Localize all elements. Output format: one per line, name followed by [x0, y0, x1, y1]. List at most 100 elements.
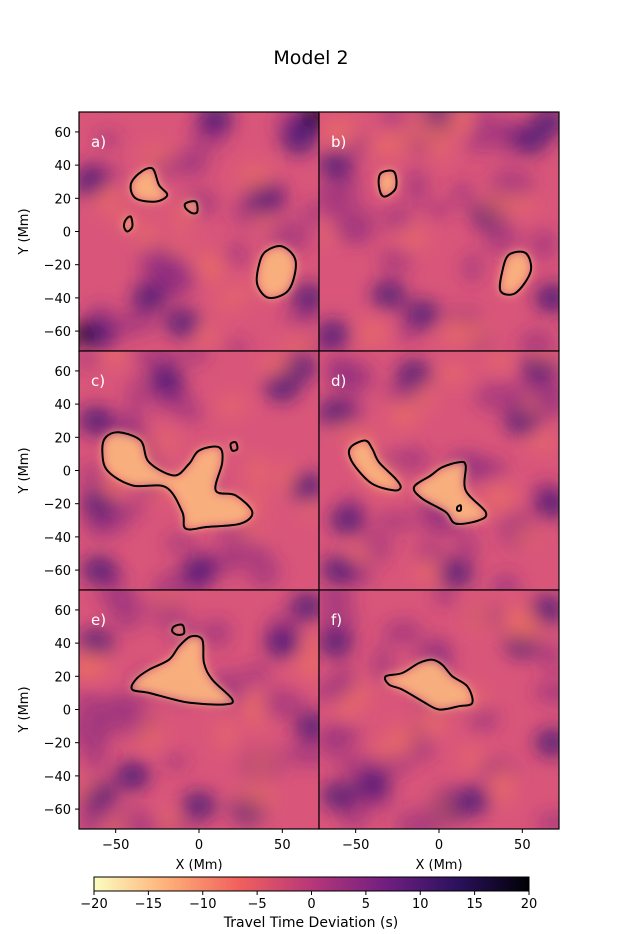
- dark-spot: [319, 397, 354, 428]
- texture-spot: [79, 351, 102, 368]
- bright-spot: [414, 560, 442, 582]
- contour-line: [229, 441, 239, 452]
- panel-grid: a) 60 40 20 0 −20 −40 −60 Y (Mm) b) c) 60 40 20 0 −20 −4…: [17, 111, 560, 873]
- texture-spot: [282, 309, 319, 327]
- texture-spot: [200, 617, 233, 649]
- y-tick-label: 60: [54, 604, 71, 619]
- texture-spot: [79, 710, 111, 748]
- bright-region: [348, 440, 401, 491]
- heatmap-panel-a: a) 60 40 20 0 −20 −40 −60 Y (Mm): [17, 111, 320, 352]
- bright-spot: [334, 419, 358, 438]
- panel-label: b): [331, 133, 346, 151]
- figure-title: Model 2: [273, 47, 348, 69]
- texture-spot: [319, 590, 356, 610]
- heatmap-panel-e: e) 60 40 20 0 −20 −40 −60 Y (Mm) −50 0 50 X (Mm): [17, 589, 320, 873]
- texture-spot: [374, 511, 419, 531]
- bright-spot: [421, 705, 447, 737]
- contour-line: [498, 250, 533, 296]
- dark-spot: [294, 711, 319, 742]
- dark-spot: [319, 628, 354, 659]
- colorbar-tick-label: −10: [189, 897, 216, 912]
- y-tick-label: −60: [44, 803, 71, 818]
- texture-spot: [378, 248, 413, 274]
- texture-spot: [285, 738, 319, 768]
- x-tick-label: 50: [514, 838, 531, 853]
- y-tick-label: −40: [44, 292, 71, 307]
- heatmap-field: [79, 112, 319, 351]
- dark-spot: [512, 125, 549, 156]
- bright-spot: [464, 604, 492, 631]
- y-tick-label: 60: [54, 365, 71, 380]
- bright-spot: [277, 462, 296, 493]
- dark-spot: [329, 505, 366, 536]
- bright-spot: [482, 482, 516, 514]
- texture-spot: [163, 533, 197, 553]
- dark-spot: [197, 112, 234, 134]
- heatmap-field: [79, 590, 319, 829]
- bright-regions: [131, 624, 233, 705]
- panel-label: f): [331, 611, 342, 629]
- dark-spot: [281, 125, 317, 156]
- texture-spot: [150, 253, 180, 283]
- texture-spot: [461, 251, 483, 284]
- bright-spot: [369, 133, 399, 158]
- y-tick-label: −40: [44, 770, 71, 785]
- texture-spot: [94, 130, 122, 148]
- texture-spot: [259, 688, 306, 719]
- bright-region: [130, 167, 168, 202]
- colorbar-ticks: −20 −15 −10 −5 0 5 10 15 20: [80, 891, 537, 912]
- contour-line: [383, 658, 474, 711]
- bright-region: [102, 432, 253, 530]
- bright-spot: [158, 811, 181, 829]
- dark-spot: [79, 405, 114, 436]
- dark-spot: [289, 472, 319, 503]
- dark-spot: [147, 364, 184, 395]
- colorbar-tick-label: −20: [80, 897, 107, 912]
- colorbar-tick-label: 15: [466, 897, 483, 912]
- dark-spot: [131, 282, 167, 313]
- y-tick-label: 0: [63, 465, 71, 480]
- x-tick-label: 0: [435, 838, 443, 853]
- contours: [122, 166, 297, 300]
- y-tick-label: −20: [44, 737, 71, 752]
- bright-spot: [482, 190, 511, 222]
- bright-spot: [486, 351, 512, 371]
- colorbar-label: Travel Time Deviation (s): [223, 915, 398, 931]
- dark-spot: [534, 727, 559, 758]
- y-tick-label: −60: [44, 564, 71, 579]
- dark-spot: [321, 555, 357, 586]
- bright-spot: [527, 430, 557, 451]
- texture-spot: [483, 223, 520, 255]
- texture-spot: [328, 359, 376, 394]
- bright-region: [384, 659, 473, 710]
- bright-spot: [448, 112, 471, 133]
- texture-spot: [405, 167, 429, 206]
- y-tick-label: 0: [63, 226, 71, 241]
- bright-spot: [532, 351, 554, 365]
- texture-spot: [247, 553, 281, 590]
- dark-spot: [291, 282, 319, 313]
- heatmap-panel-f: f) −50 0 50 X (Mm): [318, 589, 560, 873]
- bright-spot: [431, 796, 455, 822]
- bright-spot: [238, 782, 274, 815]
- texture-spot: [490, 571, 521, 590]
- dark-spot: [404, 299, 441, 330]
- texture-spot: [79, 463, 105, 489]
- bright-spot: [260, 354, 296, 376]
- dark-spot: [181, 555, 217, 586]
- texture-spot: [339, 225, 375, 245]
- bright-spot: [412, 115, 443, 145]
- heatmap-texture: [319, 112, 559, 351]
- texture-spot: [268, 219, 312, 253]
- panel-label: c): [91, 372, 105, 390]
- bright-spot: [232, 282, 252, 300]
- bright-spot: [465, 319, 490, 345]
- panel-label: a): [91, 133, 106, 151]
- dark-spot: [264, 628, 301, 659]
- texture-spot: [300, 200, 319, 224]
- y-axis-label: Y (Mm): [17, 686, 32, 733]
- bright-spot: [520, 395, 541, 418]
- texture-spot: [225, 241, 249, 267]
- dark-spot: [319, 150, 354, 181]
- contours: [130, 623, 234, 706]
